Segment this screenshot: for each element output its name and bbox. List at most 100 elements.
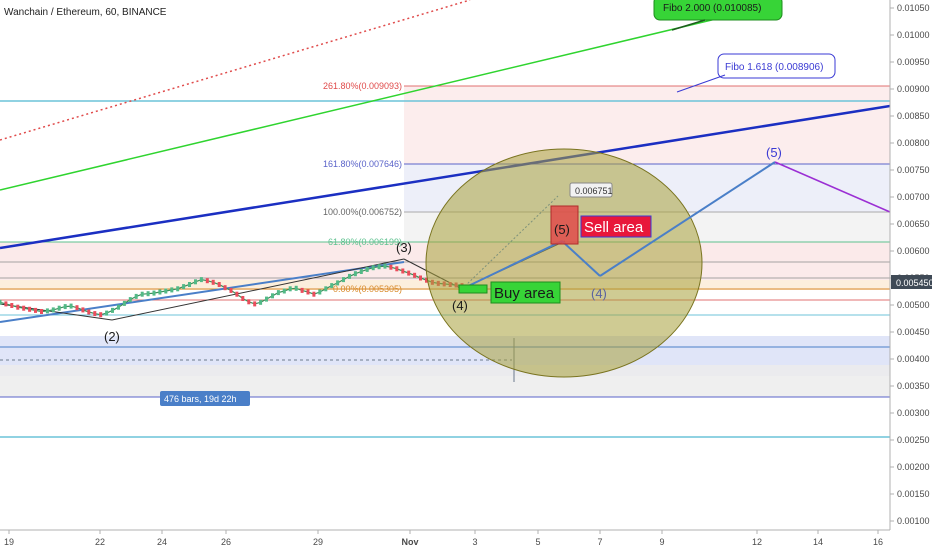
y-axis[interactable]: 0.01050 0.01000 0.00950 0.00900 0.00850 0.008… <box>889 0 932 530</box>
x-tick-label: 26 <box>221 537 231 547</box>
price-candle <box>271 293 274 299</box>
projection-path <box>461 161 891 290</box>
fib-zone-upper <box>404 86 890 164</box>
wave-label-4: (4) <box>452 298 468 313</box>
blue-channel-line <box>0 104 891 250</box>
price-series <box>0 263 464 318</box>
y-tick-label: 0.00850 <box>897 111 930 121</box>
price-candle <box>377 264 381 270</box>
price-candle <box>140 291 144 297</box>
price-candle <box>16 304 20 310</box>
price-candle <box>93 311 97 317</box>
y-tick-label: 0.00450 <box>897 327 930 337</box>
price-candle <box>371 265 375 271</box>
last-price-text: 0.005450 <box>896 278 932 288</box>
price-candle <box>75 305 79 311</box>
y-tick-label: 0.01050 <box>897 3 930 13</box>
price-candle <box>259 299 263 305</box>
x-tick-label: 7 <box>597 537 602 547</box>
y-tick-label: 0.00900 <box>897 84 930 94</box>
price-candle <box>241 296 245 301</box>
y-tick-label: 0.01000 <box>897 30 930 40</box>
price-candle <box>342 277 345 283</box>
price-candle <box>413 272 417 278</box>
green-trendline <box>0 17 721 191</box>
price-candle <box>170 287 174 293</box>
price-candle <box>10 303 14 308</box>
x-tick-label: 9 <box>659 537 664 547</box>
symbol-title: Wanchain / Ethereum, 60, BINANCE <box>4 7 167 18</box>
price-candle <box>182 284 186 290</box>
price-candle <box>365 266 369 272</box>
price-candle <box>28 306 32 312</box>
price-candle <box>51 307 55 313</box>
price-candle <box>122 300 126 306</box>
fibo-1618-text: Fibo 1.618 (0.008906) <box>725 62 823 73</box>
price-candle <box>81 307 85 313</box>
y-tick-label: 0.00100 <box>897 516 930 526</box>
price-candle <box>45 308 49 314</box>
x-tick-label: 19 <box>4 537 14 547</box>
fibo-1618-callout <box>717 53 836 79</box>
price-candle <box>235 291 239 297</box>
fib-label-100: 100.00%(0.006752) <box>323 207 402 217</box>
x-tick-label: 22 <box>95 537 105 547</box>
y-tick-label: 0.00250 <box>897 435 930 445</box>
wave-label-4-projected: (4) <box>591 286 607 301</box>
x-tick-label: 14 <box>813 537 823 547</box>
fibo-2000-callout <box>653 0 783 21</box>
price-candle <box>229 287 233 293</box>
buy-zone-box <box>458 284 488 294</box>
price-candle <box>253 301 257 307</box>
price-candle <box>152 290 156 296</box>
y-tick-label: 0.00200 <box>897 462 930 472</box>
sell-zone-box <box>550 205 579 245</box>
fibo-2000-text: Fibo 2.000 (0.010085) <box>663 3 761 14</box>
price-candle <box>22 305 26 311</box>
y-tick-label: 0.00300 <box>897 408 930 418</box>
price-candle <box>359 269 363 274</box>
wave-label-5-target: (5) <box>766 145 782 160</box>
projection-segment-3 <box>599 161 776 277</box>
price-candle <box>318 289 322 295</box>
fib-label-261: 261.80%(0.009093) <box>323 81 402 91</box>
x-axis[interactable]: 19 22 24 26 29 Nov 3 5 7 9 12 14 16 <box>0 529 890 547</box>
fib-label-618: 61.80%(0.006199) <box>328 237 402 247</box>
price-candle <box>176 286 180 292</box>
price-candle <box>111 307 114 313</box>
wave-2-3-line <box>111 258 405 321</box>
fib-label-161: 161.80%(0.007646) <box>323 159 402 169</box>
price-candle <box>265 296 268 302</box>
price-candle <box>419 275 422 281</box>
y-tick-label: 0.00700 <box>897 192 930 202</box>
y-tick-label: 0.00950 <box>897 57 930 67</box>
price-candle <box>63 304 67 310</box>
y-tick-label: 0.00400 <box>897 354 930 364</box>
y-tick-label: 0.00350 <box>897 381 930 391</box>
price-candle <box>69 303 73 309</box>
price-candle <box>40 309 43 314</box>
red-dotted-trendline <box>0 0 471 141</box>
y-tick-label: 0.00650 <box>897 219 930 229</box>
price-candle <box>425 277 428 283</box>
price-candle <box>312 291 316 297</box>
fibo-1618-pointer <box>676 74 726 93</box>
x-tick-label: 29 <box>313 537 323 547</box>
wave-label-5-sell: (5) <box>554 222 570 237</box>
x-tick-label: Nov <box>401 537 418 547</box>
price-candle <box>146 291 150 297</box>
price-candle <box>383 263 387 269</box>
price-candle <box>158 289 162 295</box>
price-candle <box>353 271 357 277</box>
price-candle <box>117 304 120 310</box>
price-candle <box>389 264 393 270</box>
price-candle <box>194 279 197 285</box>
price-candle <box>105 310 109 316</box>
y-tick-labels: 0.01050 0.01000 0.00950 0.00900 0.00850 0.008… <box>890 3 930 526</box>
price-candle <box>276 290 280 296</box>
y-tick-label: 0.00500 <box>897 300 930 310</box>
wave-label-3: (3) <box>396 240 412 255</box>
projection-segment-4 <box>774 161 891 213</box>
x-tick-labels: 19 22 24 26 29 Nov 3 5 7 9 12 14 16 <box>4 530 883 547</box>
